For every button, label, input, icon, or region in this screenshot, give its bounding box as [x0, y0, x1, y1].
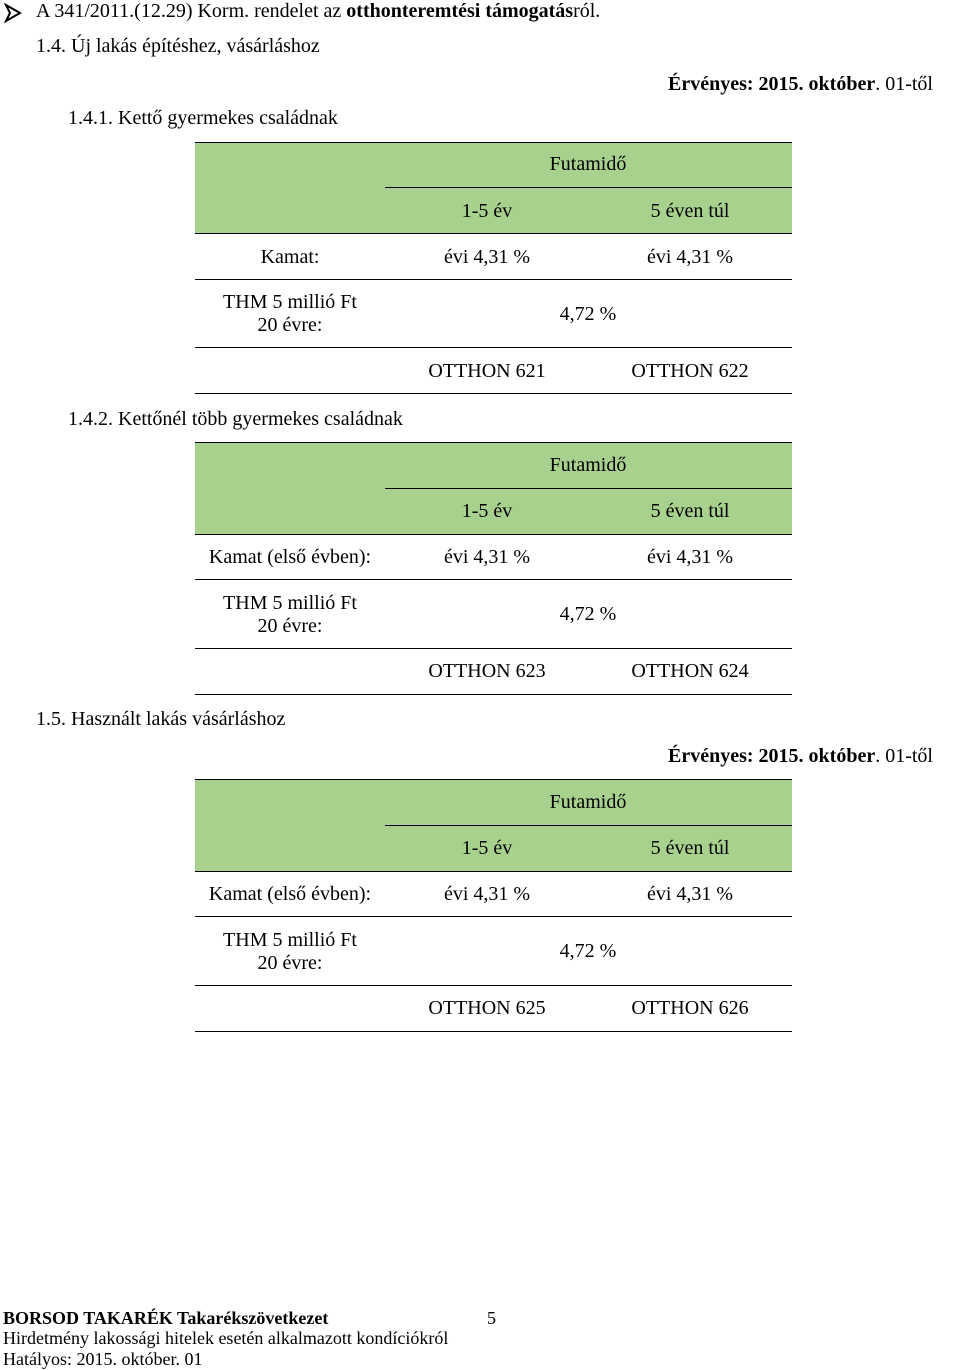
thm-label-line1: THM 5 millió Ft: [223, 291, 357, 313]
rate-table-3: Futamidő 1-5 év 5 éven túl Kamat (első é…: [195, 779, 792, 1034]
product-code-2: OTTHON 622: [631, 360, 749, 382]
validity-note-2: Érvényes: 2015. október. 01-től: [668, 745, 933, 768]
col-5-even-tul: 5 éven túl: [650, 200, 730, 222]
document-title: A 341/2011.(12.29) Korm. rendelet az ott…: [36, 0, 600, 23]
thm-label-line2: 20 évre:: [257, 952, 323, 974]
validity-note-1: Érvényes: 2015. október. 01-től: [668, 73, 933, 96]
col-1-5-ev: 1-5 év: [461, 837, 513, 859]
footer-effective-date: Hatályos: 2015. október. 01: [3, 1349, 203, 1369]
kamat-value-2: évi 4,31 %: [646, 546, 734, 568]
validity-rest: . 01-től: [875, 73, 933, 95]
futamido-label: Futamidő: [549, 454, 627, 476]
kamat-label: Kamat (első évben):: [208, 883, 372, 905]
thm-label-line2: 20 évre:: [257, 314, 323, 336]
col-5-even-tul: 5 éven túl: [650, 500, 730, 522]
title-bold: otthonteremtési támogatás: [346, 0, 574, 22]
title-suffix: ról.: [573, 0, 601, 22]
thm-value: 4,72 %: [559, 940, 617, 962]
thm-value: 4,72 %: [559, 303, 617, 325]
title-prefix: A 341/2011.(12.29) Korm. rendelet az: [36, 0, 347, 22]
product-code-1: OTTHON 621: [428, 360, 546, 382]
section-1-4-heading: 1.4. Új lakás építéshez, vásárláshoz: [36, 35, 320, 57]
futamido-label: Futamidő: [549, 153, 627, 175]
rate-table-1: Futamidő 1-5 év 5 éven túl Kamat: évi 4,…: [195, 142, 792, 397]
validity-rest: . 01-től: [875, 745, 933, 767]
footer-bank-name: BORSOD TAKARÉK Takarékszövetkezet: [3, 1308, 329, 1328]
kamat-label: Kamat:: [260, 246, 320, 268]
product-code-2: OTTHON 626: [631, 997, 749, 1019]
product-code-2: OTTHON 624: [631, 660, 749, 682]
rate-table-2: Futamidő 1-5 év 5 éven túl Kamat (első é…: [195, 442, 792, 697]
footer-notice-line: Hirdetmény lakossági hitelek esetén alka…: [3, 1328, 449, 1348]
thm-label-line1: THM 5 millió Ft: [223, 592, 357, 614]
section-1-4-1-heading: 1.4.1. Kettő gyermekes családnak: [68, 107, 338, 129]
col-1-5-ev: 1-5 év: [461, 200, 513, 222]
section-1-5-heading: 1.5. Használt lakás vásárláshoz: [36, 708, 286, 730]
futamido-label: Futamidő: [549, 791, 627, 813]
product-code-1: OTTHON 625: [428, 997, 546, 1019]
table-header-bg: [195, 142, 792, 234]
section-1-4-2-heading: 1.4.2. Kettőnél több gyermekes családnak: [68, 408, 403, 430]
kamat-value-1: évi 4,31 %: [443, 883, 531, 905]
kamat-value-2: évi 4,31 %: [646, 246, 734, 268]
col-1-5-ev: 1-5 év: [461, 500, 513, 522]
thm-label-line1: THM 5 millió Ft: [223, 929, 357, 951]
arrow-bullet-icon: [3, 3, 23, 23]
footer-page-number: 5: [487, 1308, 496, 1328]
col-5-even-tul: 5 éven túl: [650, 837, 730, 859]
thm-value: 4,72 %: [559, 603, 617, 625]
validity-bold: Érvényes: 2015. október: [668, 73, 876, 95]
kamat-value-2: évi 4,31 %: [646, 883, 734, 905]
validity-bold: Érvényes: 2015. október: [668, 745, 876, 767]
kamat-label: Kamat (első évben):: [208, 546, 372, 568]
thm-label-line2: 20 évre:: [257, 615, 323, 637]
kamat-value-1: évi 4,31 %: [443, 546, 531, 568]
product-code-1: OTTHON 623: [428, 660, 546, 682]
kamat-value-1: évi 4,31 %: [443, 246, 531, 268]
